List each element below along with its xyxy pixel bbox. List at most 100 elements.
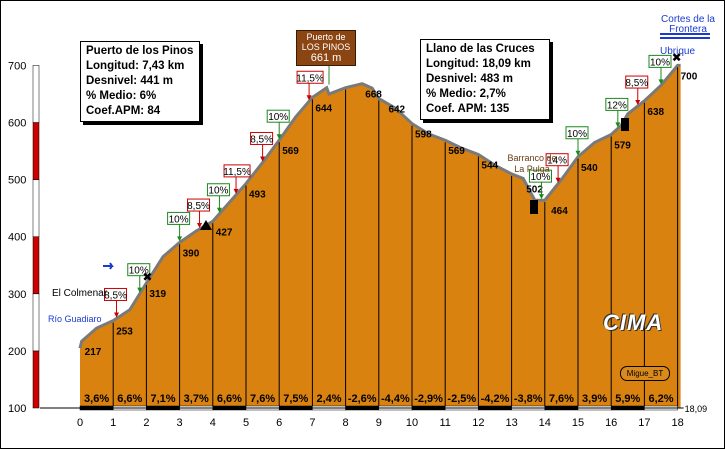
grade-flag-arrowhead bbox=[114, 312, 120, 318]
grade-flag-arrowhead bbox=[306, 95, 312, 101]
x-tick-label: 8 bbox=[343, 417, 349, 429]
segment-grade-label: -4,2% bbox=[481, 393, 510, 405]
y-tick-label: 500 bbox=[8, 175, 26, 187]
x-tick-label: 6 bbox=[276, 417, 282, 429]
altitude-point-label: 579 bbox=[614, 140, 631, 151]
box-avg-grade: % Medio: 6% bbox=[86, 90, 157, 102]
summit-line2: LOS PINOS bbox=[301, 42, 351, 52]
x-tick-label: 14 bbox=[539, 417, 551, 429]
altitude-point-label: 598 bbox=[415, 130, 432, 141]
grade-flag-arrowhead bbox=[137, 287, 143, 293]
axis-color-bar-segment bbox=[32, 65, 40, 123]
y-tick-label: 700 bbox=[8, 60, 26, 72]
start-arrow-icon bbox=[103, 262, 114, 270]
x-tick-label: 4 bbox=[210, 417, 216, 429]
altitude-point-label: 390 bbox=[183, 248, 200, 259]
grade-flag-label: 10% bbox=[169, 214, 189, 225]
road-sign-line-icon bbox=[660, 33, 710, 35]
summit-line1: Puerto de bbox=[306, 32, 346, 42]
box-avg-grade: % Medio: 2,7% bbox=[426, 88, 506, 100]
grade-flag-arrowhead bbox=[216, 207, 222, 213]
grade-flag-box bbox=[545, 153, 569, 167]
grade-flag-label: 14% bbox=[547, 156, 567, 167]
grade-flag-box bbox=[167, 211, 191, 225]
box-title: Llano de las Cruces bbox=[426, 43, 535, 55]
town-ubrique-label: Ubrique bbox=[660, 46, 696, 57]
segment-grade-label: 6,6% bbox=[217, 393, 242, 405]
grade-flag-arrowhead bbox=[538, 194, 544, 200]
x-tick-label: 10 bbox=[406, 417, 418, 429]
segment-grade-label: 3,9% bbox=[582, 393, 607, 405]
crossroad-icon: ✖ bbox=[672, 50, 682, 64]
x-tick-label: 7 bbox=[309, 417, 315, 429]
x-tick-label: 1 bbox=[110, 417, 116, 429]
grade-flag-box bbox=[266, 109, 290, 123]
x-tick-label: 16 bbox=[605, 417, 617, 429]
grade-flag-arrowhead bbox=[658, 79, 664, 85]
grade-flag-box bbox=[528, 169, 552, 183]
author-badge: Migue_BT bbox=[620, 366, 670, 381]
colmenar-label: El Colmenar bbox=[52, 288, 108, 299]
bridge-icon bbox=[621, 118, 629, 131]
altitude-point-label: 253 bbox=[116, 327, 133, 338]
grade-flag-label: 10% bbox=[567, 129, 587, 140]
altitude-point-label: 217 bbox=[85, 347, 102, 358]
grade-flag-box bbox=[648, 54, 672, 68]
altitude-point-label: 700 bbox=[681, 71, 698, 82]
grade-flag-label: 8,5% bbox=[625, 78, 648, 89]
segment-grade-label: 7,6% bbox=[250, 393, 275, 405]
puerto-pinos-info-box: Puerto de los Pinos Longitud: 7,43 km De… bbox=[80, 41, 200, 122]
altitude-point-label: 427 bbox=[216, 227, 233, 238]
box-length: Longitud: 18,09 km bbox=[426, 58, 531, 70]
grade-flag-arrowhead bbox=[555, 177, 561, 183]
altitude-point-label: 544 bbox=[481, 160, 498, 171]
cima-logo: CIMA bbox=[603, 310, 664, 335]
crossroad-icon: ✖ bbox=[142, 270, 152, 284]
altitude-point-label: 638 bbox=[647, 107, 664, 118]
grade-flag-box bbox=[104, 287, 128, 301]
grade-flag-box bbox=[127, 263, 151, 277]
llano-cruces-info-box: Llano de las Cruces Longitud: 18,09 km D… bbox=[420, 39, 550, 120]
axis-color-bar-segment bbox=[32, 350, 40, 409]
y-tick-label: 400 bbox=[8, 232, 26, 244]
segment-grade-label: 5,9% bbox=[615, 393, 640, 405]
altitude-point-label: 493 bbox=[249, 190, 266, 201]
altitude-point-label: 642 bbox=[388, 105, 405, 116]
box-title: Puerto de los Pinos bbox=[86, 45, 194, 57]
summit-altitude: 661 m bbox=[310, 52, 342, 64]
segment-grade-label: -2,5% bbox=[447, 393, 476, 405]
grade-flag-box bbox=[605, 97, 629, 111]
x-tick-label: 12 bbox=[472, 417, 484, 429]
segment-grade-label: 7,5% bbox=[283, 393, 308, 405]
barranco-label: Barranco de La Pulga bbox=[507, 153, 557, 174]
box-gain: Desnivel: 441 m bbox=[86, 75, 173, 87]
segment-grade-label: 7,1% bbox=[150, 393, 175, 405]
altitude-point-label: 644 bbox=[315, 103, 332, 114]
grade-flag-label: 10% bbox=[530, 172, 550, 183]
grade-flag-box bbox=[187, 198, 211, 212]
segment-grade-label: -2,6% bbox=[348, 393, 377, 405]
grade-flag-label: 10% bbox=[650, 57, 670, 68]
grade-flag-box bbox=[625, 75, 649, 89]
segment-grade-label: 2,4% bbox=[316, 393, 341, 405]
town-cortes-label: Cortes de la Frontera bbox=[661, 14, 715, 35]
segment-grade-label: -4,4% bbox=[381, 393, 410, 405]
grade-flag-label: 11,5% bbox=[296, 73, 324, 84]
grade-flag-box bbox=[206, 183, 230, 197]
y-tick-label: 600 bbox=[8, 118, 26, 130]
grade-flag-label: 10% bbox=[268, 112, 288, 123]
x-tick-label: 2 bbox=[143, 417, 149, 429]
grade-flag-label: 11,5% bbox=[223, 167, 251, 178]
tree-icon bbox=[200, 220, 212, 230]
x-tick-label: 17 bbox=[638, 417, 650, 429]
end-distance-label: 18,09 bbox=[685, 404, 708, 414]
grade-flag-arrowhead bbox=[276, 134, 282, 140]
segment-grade-label: 6,6% bbox=[117, 393, 142, 405]
box-length: Longitud: 7,43 km bbox=[86, 60, 185, 72]
road-sign-line-icon bbox=[660, 37, 710, 39]
grade-flag-label: 8,5% bbox=[250, 134, 273, 145]
segment-grade-label: 6,2% bbox=[648, 393, 673, 405]
altitude-point-label: 464 bbox=[551, 206, 568, 217]
grade-flag-label: 10% bbox=[129, 266, 149, 277]
